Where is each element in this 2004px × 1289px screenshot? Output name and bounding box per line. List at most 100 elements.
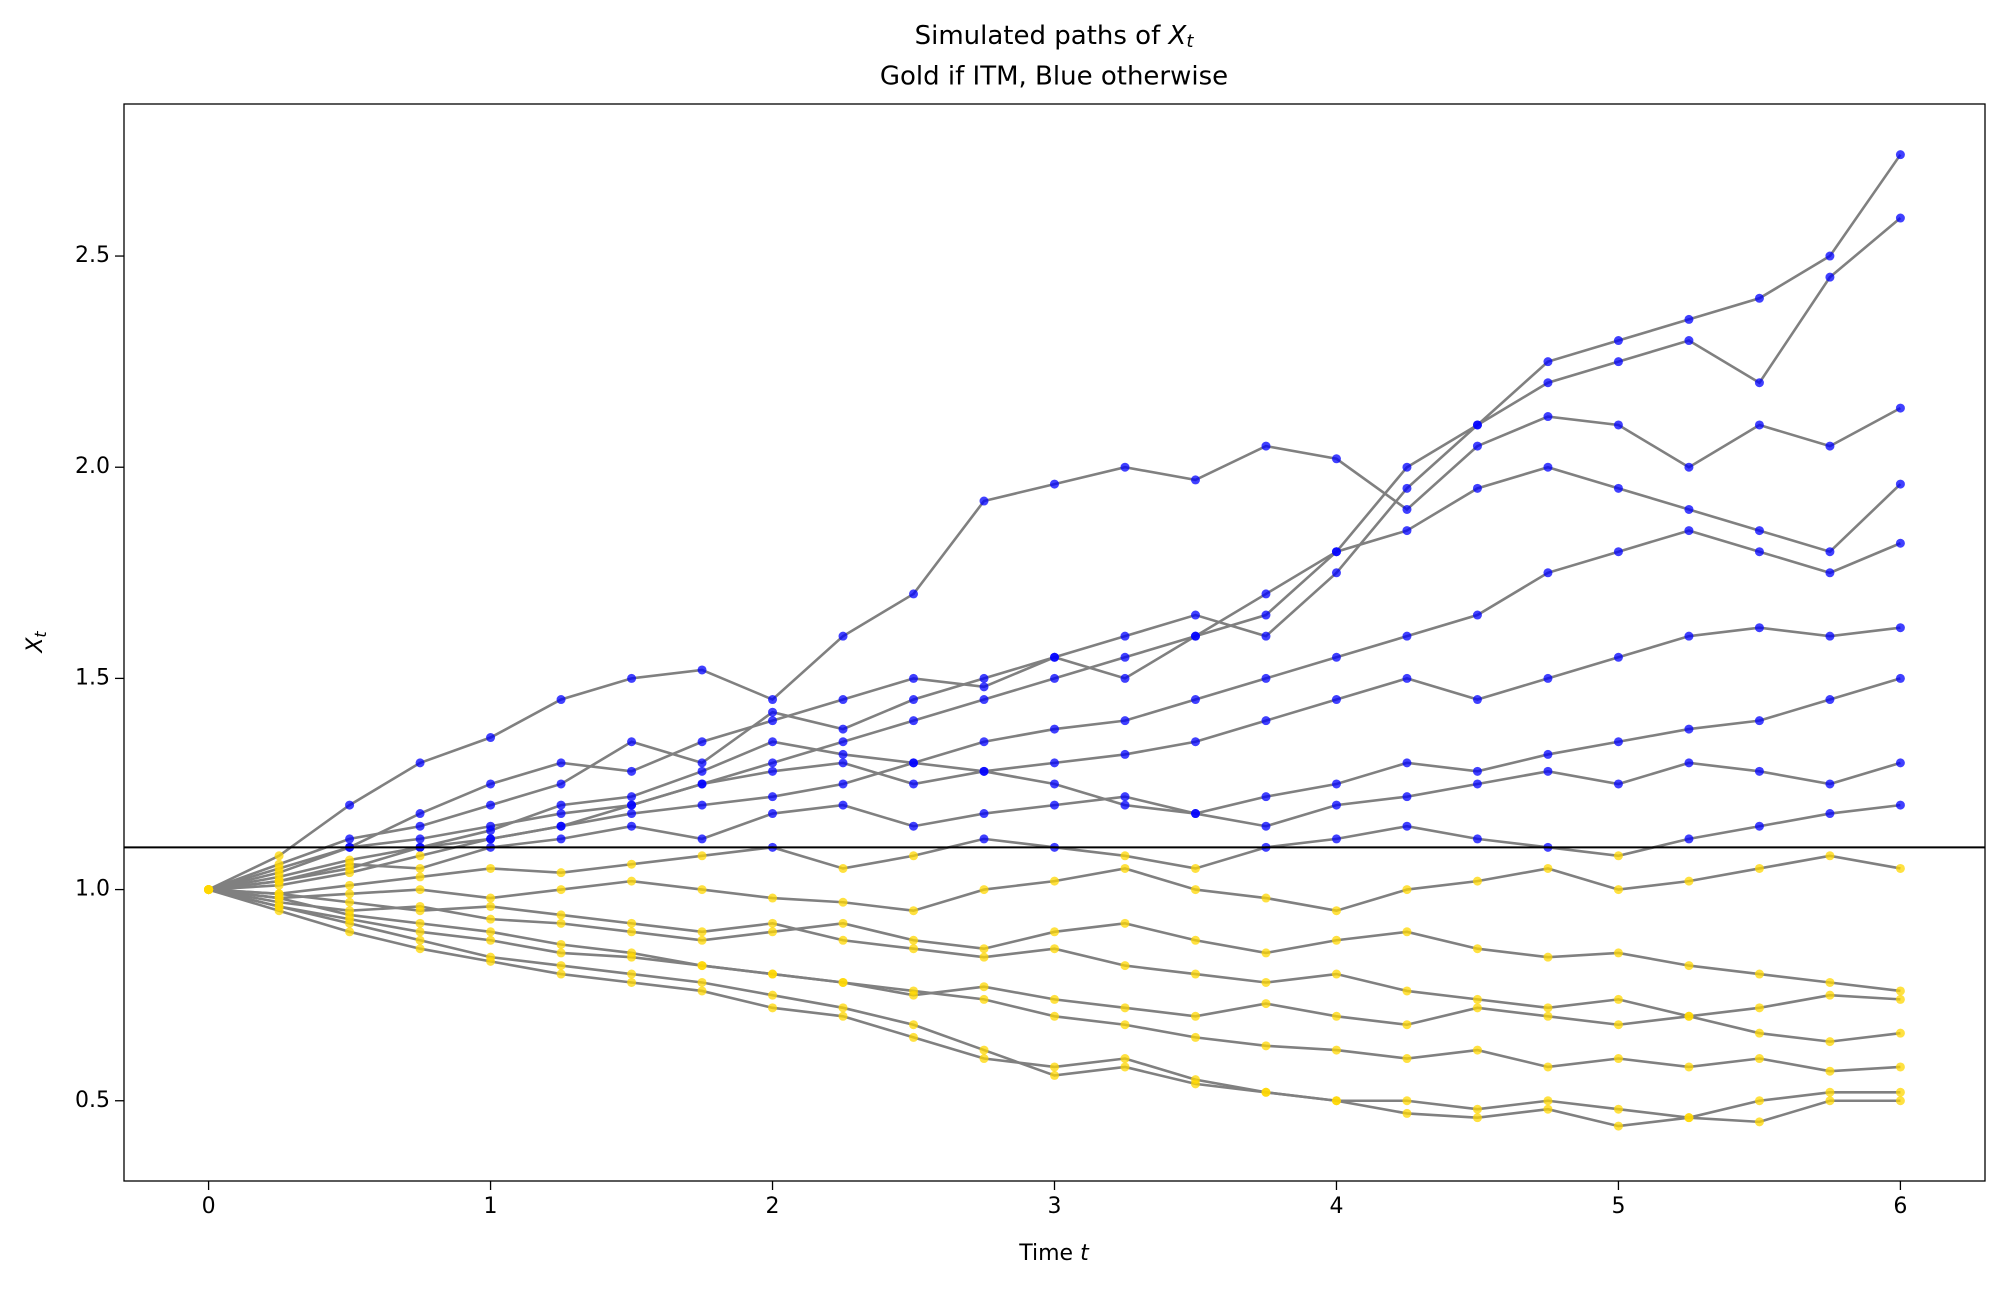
path-point [1543,357,1553,367]
y-tick-label: 0.5 [75,1088,110,1113]
path-point [556,969,566,979]
path-point [486,825,496,835]
path-point [415,935,425,945]
path-point [1543,673,1553,683]
path-point [768,737,778,747]
path-point [979,944,989,954]
path-point [556,868,566,878]
path-point [627,859,637,869]
path-point [1331,454,1341,464]
path-point [1754,1054,1764,1064]
path-point [1050,800,1059,810]
path-point [1261,589,1271,599]
path-point [1261,948,1271,958]
path-point [1613,851,1623,861]
path-point [1895,758,1905,768]
path-point [1120,1054,1130,1064]
path-point [1331,568,1341,578]
path-line [208,888,1901,993]
path-point [1190,737,1200,747]
path-point [1613,948,1623,958]
path-point [979,885,989,895]
path-point [486,733,496,743]
path-point [1261,673,1271,683]
path-point [1472,420,1482,430]
path-point [1613,483,1623,493]
path-line [208,217,1902,891]
path-point [768,918,778,928]
path-point [1261,999,1271,1009]
path-point [1613,885,1623,895]
path-point [415,918,425,928]
path-point [1120,792,1130,802]
path-point [1402,885,1412,895]
path-point [1331,834,1341,844]
path-point [1050,1062,1059,1072]
path-point [1402,821,1412,831]
path-point [1613,1054,1623,1064]
axes-frame [123,103,1986,1182]
x-tick-label: 6 [1893,1194,1907,1219]
y-tick-label: 1.0 [75,877,110,902]
path-point [1825,1087,1835,1097]
path-point [1402,1096,1412,1106]
path-point [1825,1066,1835,1076]
path-line [208,888,1901,1073]
path-point [1402,986,1412,996]
path-point [1050,758,1059,768]
path-point [1754,821,1764,831]
path-point [556,918,566,928]
path-point [697,737,707,747]
path-point [1120,652,1130,662]
x-label-var: t [1080,1241,1090,1266]
path-point [1120,1062,1130,1072]
path-point [909,1020,919,1030]
path-point [1543,462,1553,472]
path-point [1050,652,1059,662]
path-point [1261,893,1271,903]
path-point [838,779,848,789]
x-tick-label: 3 [1048,1194,1062,1219]
path-line [208,888,1901,1128]
path-point [486,779,496,789]
path-point [979,695,989,705]
path-point [768,792,778,802]
path-point [1472,994,1482,1004]
path-point [697,758,707,768]
y-tick-label: 2.0 [75,454,110,479]
path-point [1684,336,1694,346]
path-point [1825,547,1835,557]
path-point [838,758,848,768]
path-point [1754,623,1764,633]
path-point [1050,1070,1059,1080]
title-text: Simulated paths of [915,21,1169,51]
path-point [415,834,425,844]
path-point [1543,1104,1553,1114]
path-point [1472,1045,1482,1055]
path-point [274,889,284,899]
path-point [1472,876,1482,886]
path-point [1402,631,1412,641]
path-point [1402,927,1412,937]
path-point [556,885,566,895]
path-point [838,1003,848,1013]
y-axis-label: Xt [23,631,50,654]
path-point [1402,673,1412,683]
path-point [627,737,637,747]
path-point [486,935,496,945]
path-point [1754,969,1764,979]
path-point [486,834,496,844]
path-point [1190,935,1200,945]
path-point [345,910,355,920]
path-point [627,948,637,958]
path-point [697,766,707,776]
path-point [1895,213,1905,223]
path-point [1754,1117,1764,1127]
path-point [979,673,989,683]
path-point [1402,758,1412,768]
path-point [1050,876,1059,886]
path-point [1331,969,1341,979]
path-point [345,859,355,869]
